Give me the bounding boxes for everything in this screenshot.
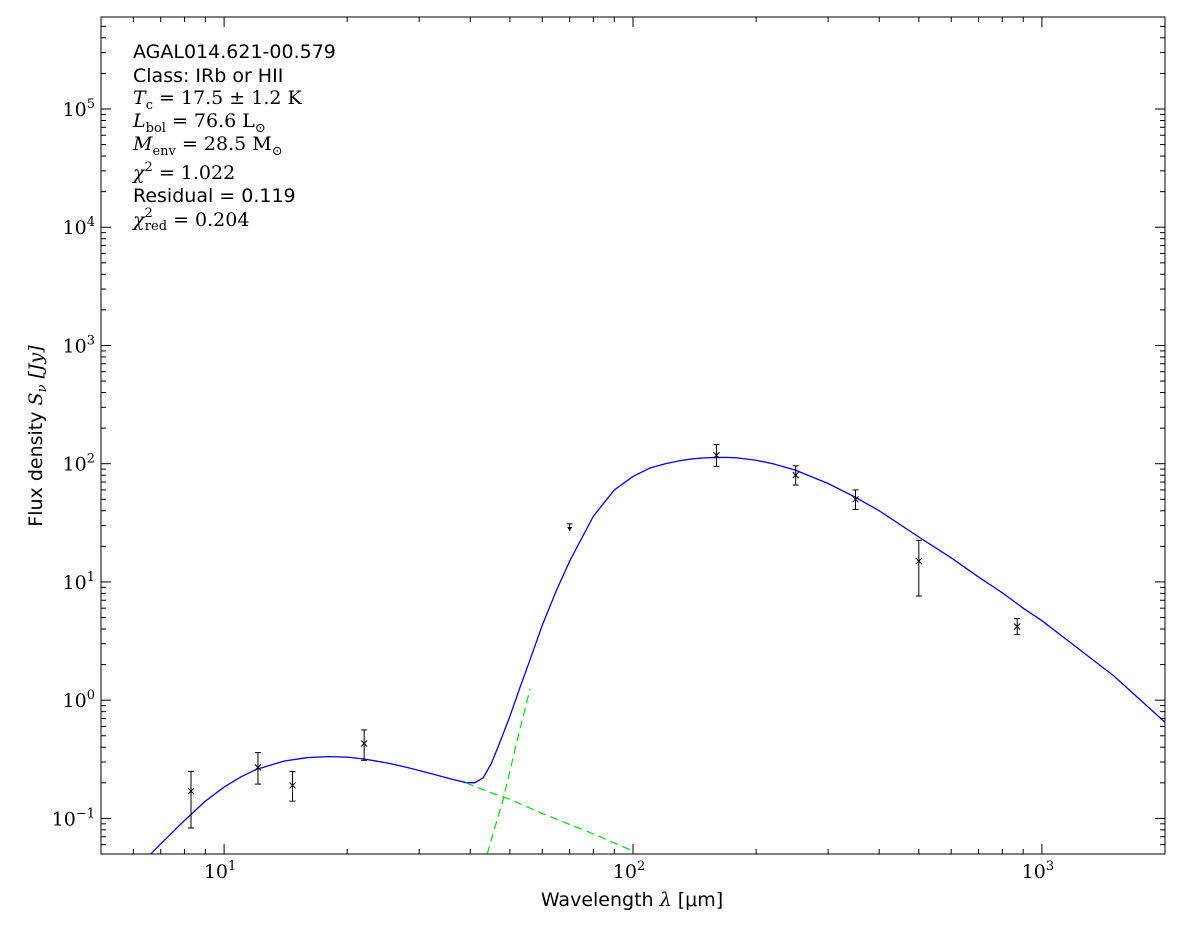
y-tick-label: 104 xyxy=(63,215,95,239)
upper-limit xyxy=(566,523,573,531)
x-marker xyxy=(254,764,262,771)
curve-cold-component xyxy=(486,688,531,854)
tc-line: Tc = 17.5 ± 1.2 K xyxy=(133,87,303,113)
x-marker xyxy=(360,740,368,747)
x-tick-label: 101 xyxy=(204,859,236,883)
data-point xyxy=(852,489,859,510)
data-point xyxy=(360,729,368,761)
lbol-value: = 76.6 L xyxy=(166,110,255,132)
curve-total xyxy=(149,456,1165,854)
y-axis-label: Flux density Sν [Jy] xyxy=(25,345,50,527)
x-marker xyxy=(1013,623,1021,630)
y-tick-label: 103 xyxy=(63,333,95,357)
y-tick-label: 101 xyxy=(63,570,95,594)
plot-frame xyxy=(100,16,1166,855)
chi2red-value: = 0.204 xyxy=(167,209,249,231)
data-point xyxy=(187,770,195,829)
x-tick-label: 103 xyxy=(1022,859,1054,883)
x-marker xyxy=(713,451,720,459)
limit-arrow xyxy=(567,526,573,531)
data-point xyxy=(915,539,923,597)
residual-line: Residual = 0.119 xyxy=(133,185,296,207)
fit-annotation: AGAL014.621-00.579 Class: IRb or HII Tc … xyxy=(131,41,336,234)
axis-ticks: 101 102 103 10−1 100 101 102 103 104 105 xyxy=(52,16,1166,883)
tc-value: = 17.5 ± 1.2 K xyxy=(153,87,303,109)
x-marker xyxy=(792,471,800,479)
data-point xyxy=(713,444,720,467)
y-tick-label: 102 xyxy=(63,452,95,476)
chi2-value: = 1.022 xyxy=(153,162,235,184)
data-point xyxy=(289,770,296,802)
y-tick-label: 105 xyxy=(63,97,95,121)
data-markers xyxy=(187,444,1021,829)
menv-value: = 28.5 M xyxy=(176,133,272,155)
x-axis-label: Wavelength λ [μm] xyxy=(541,889,723,911)
data-point xyxy=(1013,618,1021,635)
x-marker xyxy=(187,787,195,795)
model-curves xyxy=(149,456,1165,854)
x-marker xyxy=(915,557,923,565)
chi2-line: χ2 = 1.022 xyxy=(131,160,235,184)
data-point xyxy=(254,752,262,785)
chi2red-line: χ2 red = 0.204 xyxy=(131,206,249,234)
y-tick-label: 100 xyxy=(63,688,95,712)
source-name: AGAL014.621-00.579 xyxy=(133,41,336,63)
y-tick-label: 10−1 xyxy=(52,806,95,830)
x-marker xyxy=(289,782,296,789)
class-label: Class: IRb or HII xyxy=(133,65,283,87)
data-point xyxy=(792,465,800,486)
menv-line: Menv = 28.5 M⊙ xyxy=(132,133,283,159)
x-marker xyxy=(852,495,859,503)
lbol-line: Lbol = 76.6 L⊙ xyxy=(132,110,266,136)
curve-warm-component xyxy=(465,782,634,852)
x-tick-label: 102 xyxy=(613,859,645,883)
